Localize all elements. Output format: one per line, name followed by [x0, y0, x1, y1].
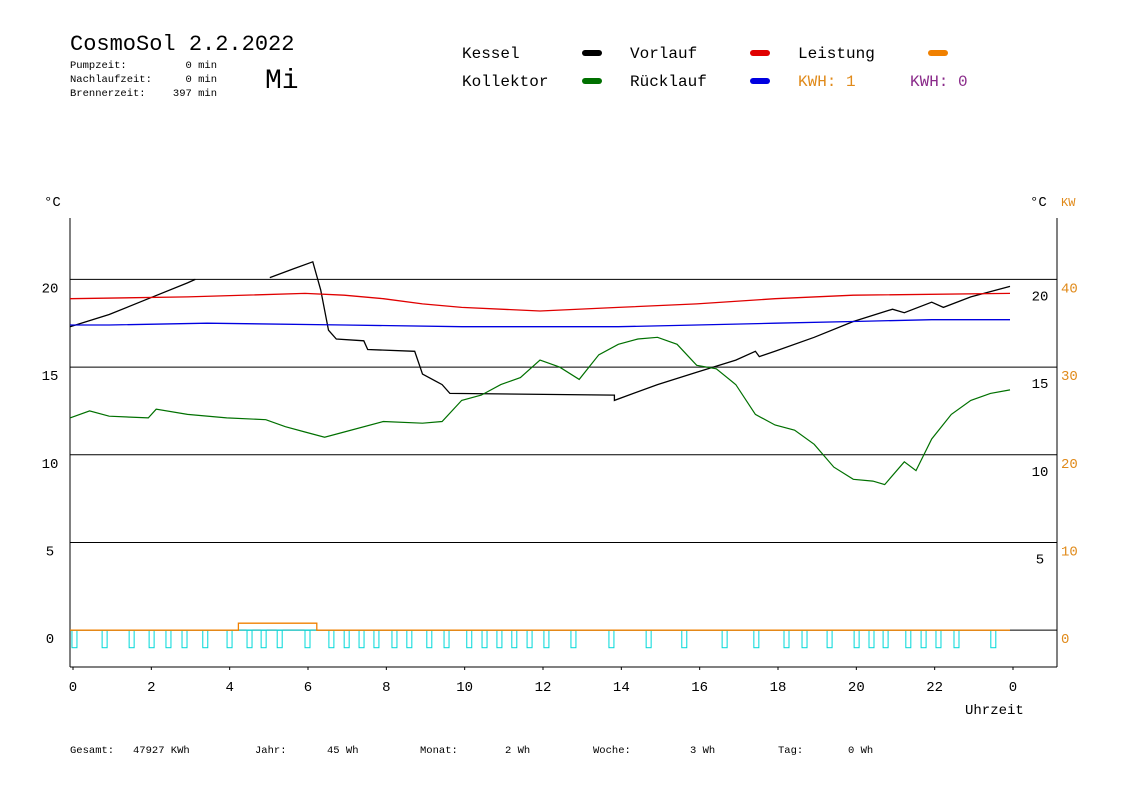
- y-inner-tick-label: 20: [1032, 289, 1049, 305]
- x-tick-label: 12: [535, 680, 552, 696]
- series-line: [69, 292, 1011, 312]
- stat-value: 0 Wh: [848, 745, 873, 757]
- stat-label: Jahr:: [255, 745, 287, 757]
- x-tick-label: 8: [382, 680, 390, 696]
- series-line: [70, 622, 1010, 631]
- pulse: [246, 629, 253, 649]
- y2-tick-label: 10: [1061, 544, 1078, 560]
- stat-value: 3 Wh: [690, 745, 715, 757]
- stat-value: 47927 KWh: [133, 745, 190, 757]
- info-value: 397 min: [173, 88, 217, 100]
- legend-label: Kollektor: [462, 73, 548, 91]
- legend-swatch: [750, 78, 770, 84]
- y-tick-label: 5: [46, 544, 54, 560]
- y2-tick-label: 30: [1061, 369, 1078, 385]
- x-tick-label: 2: [147, 680, 155, 696]
- x-tick-label: 22: [926, 680, 943, 696]
- day-label: Mi: [265, 66, 299, 97]
- y-inner-tick-label: 5: [1036, 552, 1044, 568]
- x-tick-label: 0: [1009, 680, 1017, 696]
- series-line: [70, 319, 1010, 328]
- y-axis-label: °C: [44, 195, 61, 211]
- legend-label: Vorlauf: [630, 45, 697, 63]
- legend-swatch: [750, 50, 770, 56]
- info-value: 0 min: [185, 74, 217, 86]
- stat-value: 45 Wh: [327, 745, 359, 757]
- stat-label: Gesamt:: [70, 745, 114, 757]
- stat-label: Woche:: [593, 745, 631, 757]
- y-tick-label: 0: [46, 632, 54, 648]
- legend-swatch: [582, 50, 602, 56]
- x-tick-label: 18: [770, 680, 787, 696]
- legend-label: Rücklauf: [630, 73, 707, 91]
- x-tick-label: 14: [613, 680, 630, 696]
- y-tick-label: 20: [42, 281, 59, 297]
- kwh-label: KWH: 0: [910, 73, 968, 91]
- x-tick-label: 20: [848, 680, 865, 696]
- x-axis-label: Uhrzeit: [965, 703, 1024, 719]
- y2-tick-label: 20: [1061, 457, 1078, 473]
- x-tick-label: 0: [69, 680, 77, 696]
- y-tick-label: 10: [42, 457, 59, 473]
- kwh-label: KWH: 1: [798, 73, 856, 91]
- y-axis-label-right: °C: [1030, 195, 1047, 211]
- y-inner-tick-label: 10: [1032, 465, 1049, 481]
- x-tick-label: 4: [225, 680, 233, 696]
- x-tick-label: 16: [691, 680, 708, 696]
- series-line: [69, 260, 1011, 402]
- pulse: [276, 629, 283, 649]
- y-inner-tick-label: 15: [1032, 377, 1049, 393]
- legend-label: Kessel: [462, 45, 520, 63]
- pulse: [304, 629, 311, 649]
- info-value: 0 min: [185, 60, 217, 72]
- y2-axis-label: KW: [1061, 196, 1076, 210]
- info-label: Nachlaufzeit:: [70, 74, 152, 86]
- info-label: Pumpzeit:: [70, 60, 127, 72]
- legend-swatch: [582, 78, 602, 84]
- stat-value: 2 Wh: [505, 745, 530, 757]
- y2-tick-label: 0: [1061, 632, 1069, 648]
- series-line: [69, 336, 1011, 486]
- legend-label: Leistung: [798, 45, 875, 63]
- stat-label: Monat:: [420, 745, 458, 757]
- y-tick-label: 15: [42, 369, 59, 385]
- x-tick-label: 10: [456, 680, 473, 696]
- y2-tick-label: 40: [1061, 281, 1078, 297]
- info-label: Brennerzeit:: [70, 88, 146, 100]
- x-tick-label: 6: [304, 680, 312, 696]
- legend-swatch: [928, 50, 948, 56]
- pulse: [260, 629, 267, 649]
- stat-label: Tag:: [778, 745, 803, 757]
- chart-title: CosmoSol 2.2.2022: [70, 32, 294, 57]
